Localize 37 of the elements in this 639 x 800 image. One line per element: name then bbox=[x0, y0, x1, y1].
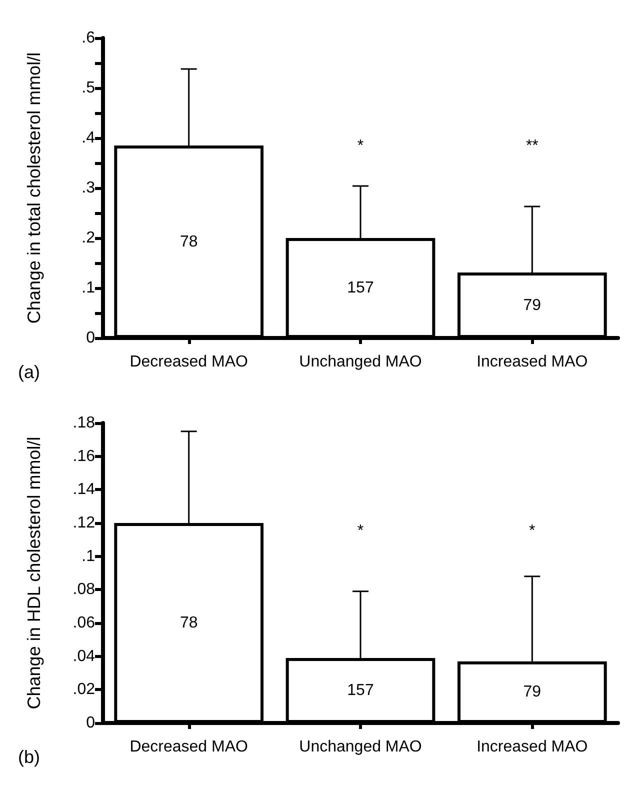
y-tick-label: .14 bbox=[72, 481, 96, 498]
annotation: 78 bbox=[180, 233, 198, 250]
y-axis-title: Change in HDL cholesterol mmol/l bbox=[24, 436, 44, 710]
annotation: 157 bbox=[347, 682, 374, 699]
x-tick-label: Increased MAO bbox=[476, 354, 588, 370]
annotation: 79 bbox=[523, 296, 542, 314]
y-tick-label: .2 bbox=[82, 230, 96, 246]
y-tick-label: .1 bbox=[82, 280, 96, 296]
annotation: * bbox=[529, 522, 536, 540]
x-tick-label: Unchanged MAO bbox=[299, 738, 422, 756]
y-tick-label: .18 bbox=[72, 414, 96, 432]
y-tick-label: .02 bbox=[72, 681, 96, 698]
x-tick-label: Decreased MAO bbox=[130, 354, 248, 370]
y-tick-label: .16 bbox=[72, 448, 96, 465]
y-tick-label: .3 bbox=[82, 180, 96, 196]
y-tick-label: .04 bbox=[72, 648, 96, 665]
y-tick-label: .5 bbox=[82, 80, 96, 96]
y-tick-label: .4 bbox=[82, 130, 96, 146]
y-tick-label: .1 bbox=[82, 548, 96, 565]
text: (b) bbox=[18, 747, 40, 767]
annotation: * bbox=[357, 138, 364, 154]
text: (a) bbox=[18, 362, 40, 382]
y-tick-label: 0 bbox=[86, 330, 96, 346]
y-tick-label: .08 bbox=[72, 581, 96, 598]
annotation: 79 bbox=[523, 684, 542, 701]
y-axis-title: Change in total cholesterol mmol/l bbox=[24, 52, 44, 324]
annotation: ** bbox=[526, 138, 538, 154]
annotation: * bbox=[357, 522, 364, 540]
y-tick-label: .6 bbox=[82, 30, 96, 46]
annotation: 78 bbox=[180, 614, 198, 632]
y-tick-label: .12 bbox=[72, 514, 96, 532]
y-tick-label: .06 bbox=[72, 614, 96, 632]
x-tick-label: Unchanged MAO bbox=[299, 354, 422, 370]
x-tick-label: Increased MAO bbox=[476, 738, 588, 756]
x-tick-label: Decreased MAO bbox=[130, 738, 248, 756]
annotation: 157 bbox=[347, 280, 374, 296]
y-tick-label: 0 bbox=[86, 714, 96, 732]
